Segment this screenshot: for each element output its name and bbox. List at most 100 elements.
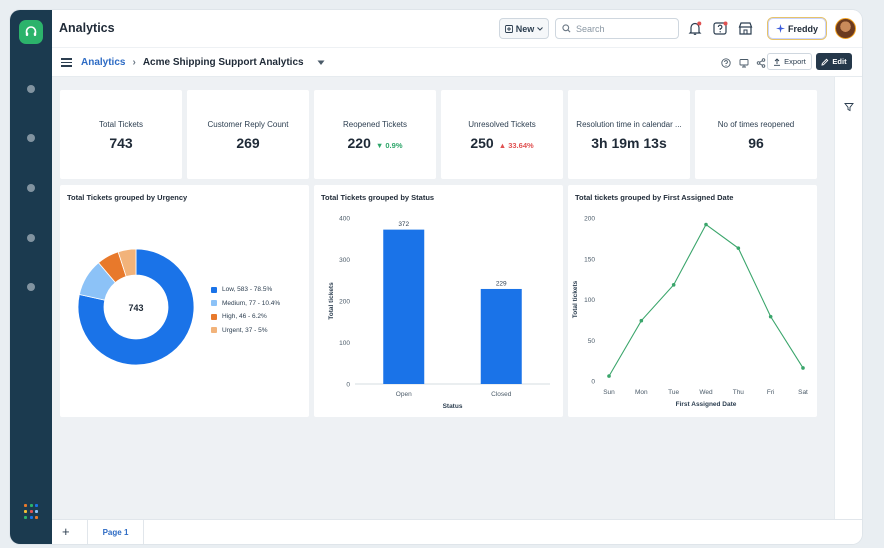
donut-center-label: 743 <box>128 303 143 313</box>
nav-item-4[interactable] <box>27 234 35 242</box>
donut-chart: 743 <box>77 248 195 366</box>
metric-card-unresolved-tickets[interactable]: Unresolved Tickets 250 ▲ 33.64% <box>441 90 563 179</box>
edit-button[interactable]: Edit <box>816 53 852 70</box>
new-button-label: New <box>515 23 535 34</box>
y-tick-label: 300 <box>339 257 350 264</box>
metric-change-value: 33.64% <box>508 141 534 150</box>
metric-value-text: 3h 19m 13s <box>591 135 667 151</box>
notifications-button[interactable] <box>686 19 704 37</box>
chart-card-first-assigned-date[interactable]: Total tickets grouped by First Assigned … <box>568 185 817 417</box>
legend-label: Urgent, 37 - 5% <box>222 326 268 334</box>
y-axis-title: Total tickets <box>328 282 335 320</box>
help-button[interactable] <box>711 19 729 37</box>
metric-value: 96 <box>695 135 817 151</box>
metric-card-times-reopened[interactable]: No of times reopened 96 <box>695 90 817 179</box>
legend-label: Medium, 77 - 10.4% <box>222 299 281 307</box>
nav-item-3[interactable] <box>27 184 35 192</box>
bell-icon <box>688 21 702 35</box>
x-tick-label: Fri <box>767 389 775 396</box>
store-icon <box>738 21 752 35</box>
info-button[interactable] <box>720 57 731 68</box>
metric-label: Reopened Tickets <box>342 120 408 129</box>
app-switcher-icon[interactable] <box>24 504 39 519</box>
x-tick-label: Sun <box>603 389 615 396</box>
breadcrumb: Analytics › Acme Shipping Support Analyt… <box>81 57 325 68</box>
line-point-tue <box>671 283 676 287</box>
freddy-label: Freddy <box>787 23 818 34</box>
legend-swatch <box>211 313 217 320</box>
y-axis-title: Total tickets <box>572 280 579 318</box>
x-tick-label: Sat <box>798 389 808 396</box>
search-input[interactable] <box>576 23 666 34</box>
metric-value-text: 220 <box>347 135 371 151</box>
search-box[interactable] <box>555 18 679 39</box>
chart-card-urgency[interactable]: Total Tickets grouped by Urgency 743 Low… <box>60 185 309 417</box>
share-button[interactable] <box>755 57 766 68</box>
down-arrow-icon: ▼ <box>375 141 384 150</box>
search-icon <box>562 24 571 33</box>
share-icon <box>756 57 765 68</box>
y-tick-label: 200 <box>339 299 350 306</box>
metric-card-resolution-time[interactable]: Resolution time in calendar ... 3h 19m 1… <box>568 90 690 179</box>
metric-value: 220 ▼ 0.9% <box>314 135 436 151</box>
legend-item-low[interactable]: Low, 583 - 78.5% <box>211 283 280 297</box>
marketplace-button[interactable] <box>736 19 754 37</box>
metric-change-value: 0.9% <box>385 141 403 150</box>
caret-down-icon[interactable] <box>317 60 325 66</box>
y-tick-label: 100 <box>584 297 595 304</box>
menu-icon[interactable] <box>61 58 72 69</box>
line-point-wed <box>704 222 708 227</box>
x-tick-label: Wed <box>699 389 713 396</box>
x-tick-label: Open <box>396 391 412 398</box>
legend-item-high[interactable]: High, 46 - 6.2% <box>211 310 280 324</box>
metric-change: ▲ 33.64% <box>499 141 534 150</box>
metric-label: Total Tickets <box>98 120 143 129</box>
metric-card-reopened-tickets[interactable]: Reopened Tickets 220 ▼ 0.9% <box>314 90 436 179</box>
dashboard-header: Analytics › Acme Shipping Support Analyt… <box>52 48 862 77</box>
user-avatar[interactable] <box>835 18 856 39</box>
metric-label: Unresolved Tickets <box>468 120 536 129</box>
legend-item-medium[interactable]: Medium, 77 - 10.4% <box>211 297 280 311</box>
freddy-ai-button[interactable]: Freddy <box>767 17 827 40</box>
legend-item-urgent[interactable]: Urgent, 37 - 5% <box>211 324 280 338</box>
x-tick-label: Thu <box>733 389 745 396</box>
page-tab[interactable]: Page 1 <box>87 520 144 544</box>
metric-card-total-tickets[interactable]: Total Tickets 743 <box>60 90 182 179</box>
metric-value-text: 96 <box>748 135 764 151</box>
app-logo[interactable] <box>19 20 43 44</box>
help-icon <box>712 21 727 35</box>
metric-change: ▼ 0.9% <box>376 141 403 150</box>
legend-swatch <box>211 286 217 293</box>
nav-item-5[interactable] <box>27 283 35 291</box>
headset-icon <box>25 26 37 36</box>
top-bar: Analytics New Freddy <box>52 10 862 48</box>
app-window: Analytics New Freddy Analytics › <box>10 10 862 544</box>
bar-data-label: 229 <box>496 280 507 287</box>
new-button[interactable]: New <box>499 18 549 39</box>
present-button[interactable] <box>738 57 749 68</box>
nav-item-1[interactable] <box>27 85 35 93</box>
nav-item-2[interactable] <box>27 134 35 142</box>
legend-label: High, 46 - 6.2% <box>222 313 267 321</box>
metric-card-customer-reply-count[interactable]: Customer Reply Count 269 <box>187 90 309 179</box>
chart-legend: Low, 583 - 78.5% Medium, 77 - 10.4% High… <box>211 283 280 337</box>
export-button[interactable]: Export <box>767 53 812 70</box>
x-tick-label: Tue <box>668 389 679 396</box>
bar-open <box>383 229 425 384</box>
filter-pane <box>834 77 862 519</box>
y-tick-label: 400 <box>339 216 350 223</box>
bar-chart: 0 100 200 300 400 372 Open 229 Closed Status Total… <box>328 216 550 410</box>
breadcrumb-analytics-link[interactable]: Analytics <box>81 57 126 68</box>
line-point-fri <box>768 314 773 319</box>
page-tabs-bar: + Page 1 <box>52 519 862 544</box>
add-page-button[interactable]: + <box>62 524 70 539</box>
line-chart: 0 50 100 150 200 Sun Mon Tue Wed Thu Fri Sat First A… <box>572 216 808 409</box>
filter-icon[interactable] <box>844 102 854 112</box>
x-tick-label: Closed <box>491 391 512 398</box>
y-tick-label: 200 <box>584 216 595 223</box>
bar-closed <box>480 288 522 384</box>
y-tick-label: 100 <box>339 340 350 347</box>
chart-card-status[interactable]: Total Tickets grouped by Status 0 100 200 3… <box>314 185 563 417</box>
metric-value: 743 <box>60 135 182 151</box>
metric-value: 250 ▲ 33.64% <box>441 135 563 151</box>
